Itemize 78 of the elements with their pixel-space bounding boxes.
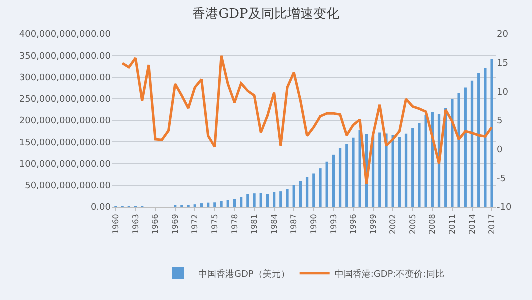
y2-tick-label: 20 bbox=[497, 30, 509, 40]
bar bbox=[404, 134, 408, 207]
x-tick-label: 1981 bbox=[250, 214, 260, 235]
y2-tick-label: 5 bbox=[497, 116, 503, 127]
y-tick-label: 50,000,000,000.00 bbox=[25, 182, 112, 192]
bar bbox=[478, 73, 480, 207]
legend-label: 中国香港:GDP:不变价:同比 bbox=[334, 268, 444, 280]
x-tick-label: 1960 bbox=[112, 214, 121, 235]
y2-tick-label: -5 bbox=[497, 174, 506, 184]
bar bbox=[418, 123, 421, 207]
y-tick-label: 350,000,000,000.00 bbox=[19, 52, 112, 62]
x-tick-label: 1972 bbox=[190, 214, 200, 235]
bar bbox=[398, 137, 401, 207]
bar bbox=[338, 148, 342, 207]
bar bbox=[280, 192, 282, 207]
x-tick-label: 1990 bbox=[310, 214, 318, 235]
x-tick-label: 2011 bbox=[448, 214, 458, 235]
chart-title: 香港GDP及同比增速变化 bbox=[192, 7, 340, 22]
bar bbox=[272, 192, 276, 207]
bar bbox=[260, 193, 262, 207]
y-tick-label: 250,000,000,000.00 bbox=[19, 95, 112, 106]
x-tick-label: 1969 bbox=[170, 214, 180, 235]
y-tick-label: 100,000,000,000.00 bbox=[19, 160, 112, 170]
legend-label: 中国香港GDP（美元） bbox=[198, 268, 290, 280]
y-tick-label: 0.00 bbox=[90, 203, 112, 214]
bar bbox=[266, 194, 270, 207]
bar bbox=[464, 88, 467, 207]
bar bbox=[326, 162, 328, 207]
x-tick-label: 1963 bbox=[131, 214, 140, 235]
bar bbox=[484, 68, 487, 207]
bar bbox=[240, 197, 243, 207]
bar bbox=[451, 100, 454, 207]
x-tick-label: 1987 bbox=[290, 214, 299, 235]
y-tick-label: 300,000,000,000.00 bbox=[19, 73, 112, 84]
bar bbox=[458, 93, 460, 207]
x-tick-label: 1993 bbox=[329, 214, 338, 235]
bar bbox=[286, 189, 289, 207]
x-tick-label: 1984 bbox=[270, 214, 279, 235]
bar bbox=[226, 200, 230, 207]
x-tick-label: 2005 bbox=[408, 214, 418, 235]
x-tick-label: 1978 bbox=[230, 214, 240, 235]
bar bbox=[412, 128, 414, 207]
bar bbox=[332, 154, 336, 207]
y-tick-label: 200,000,000,000.00 bbox=[19, 116, 112, 127]
bar bbox=[246, 194, 250, 207]
y-tick-label: 400,000,000,000.00 bbox=[19, 30, 112, 40]
bar bbox=[378, 132, 382, 207]
bar bbox=[490, 59, 494, 207]
x-tick-label: 2002 bbox=[388, 214, 398, 235]
x-tick-label: 1999 bbox=[368, 214, 378, 235]
y2-tick-label: 15 bbox=[497, 58, 508, 69]
bar bbox=[214, 202, 216, 207]
y-tick-label: 150,000,000,000.00 bbox=[19, 138, 112, 148]
x-tick-label: 1966 bbox=[151, 214, 160, 235]
bar bbox=[346, 144, 348, 207]
bar bbox=[233, 199, 236, 207]
y2-tick-label: 0 bbox=[497, 145, 503, 156]
y2-tick-label: 10 bbox=[497, 88, 509, 98]
bar bbox=[470, 80, 474, 207]
bar bbox=[319, 168, 322, 207]
bar bbox=[312, 174, 316, 207]
x-tick-label: 2014 bbox=[468, 214, 477, 235]
bar bbox=[253, 194, 256, 207]
y2-tick-label: -10 bbox=[497, 203, 512, 214]
bar bbox=[220, 201, 223, 207]
bar bbox=[207, 202, 210, 207]
bar bbox=[200, 204, 204, 207]
bar bbox=[392, 135, 394, 207]
bar bbox=[424, 115, 428, 207]
x-tick-label: 1996 bbox=[349, 214, 358, 235]
bar bbox=[299, 181, 302, 207]
bar bbox=[306, 177, 309, 207]
line-series bbox=[121, 54, 494, 186]
x-tick-label: 2008 bbox=[428, 214, 438, 235]
x-tick-label: 2017 bbox=[488, 214, 497, 235]
bar bbox=[352, 138, 355, 207]
bar bbox=[292, 185, 296, 207]
x-tick-label: 1975 bbox=[210, 214, 220, 235]
